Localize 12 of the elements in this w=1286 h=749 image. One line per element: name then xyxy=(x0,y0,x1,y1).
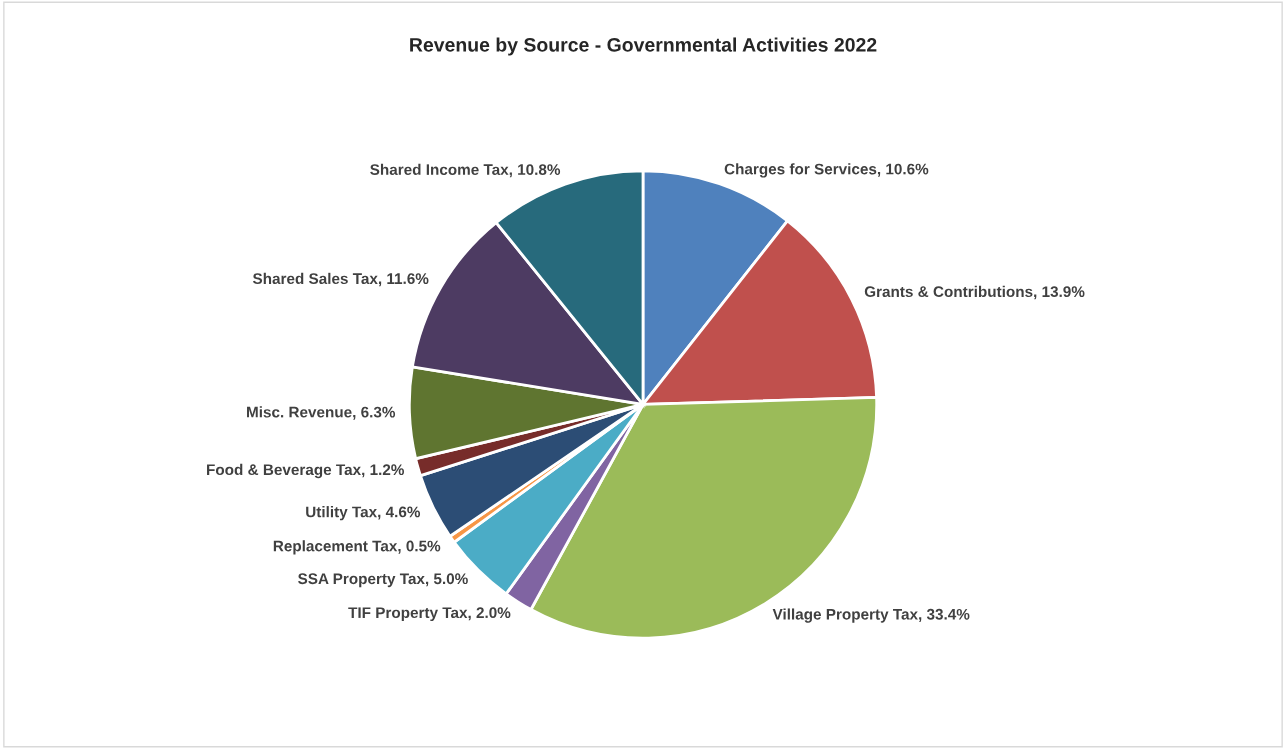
slice-label: Shared Income Tax, 10.8% xyxy=(370,163,561,178)
slice-label: Charges for Services, 10.6% xyxy=(724,163,929,178)
slice-label: Grants & Contributions, 13.9% xyxy=(864,285,1085,300)
slice-label: TIF Property Tax, 2.0% xyxy=(348,607,511,622)
slice-label: SSA Property Tax, 5.0% xyxy=(298,573,468,588)
chart-title: Revenue by Source - Governmental Activities 2022 xyxy=(410,37,877,56)
slice-label: Misc. Revenue, 6.3% xyxy=(247,406,396,420)
slice-label: Replacement Tax, 0.5% xyxy=(273,540,441,555)
slice-label: Village Property Tax, 33.4% xyxy=(772,608,970,623)
slice-label: Shared Sales Tax, 11.6% xyxy=(252,272,429,287)
slice-label: Food & Beverage Tax, 1.2% xyxy=(207,463,405,479)
slice-label: Utility Tax, 4.6% xyxy=(306,506,421,521)
